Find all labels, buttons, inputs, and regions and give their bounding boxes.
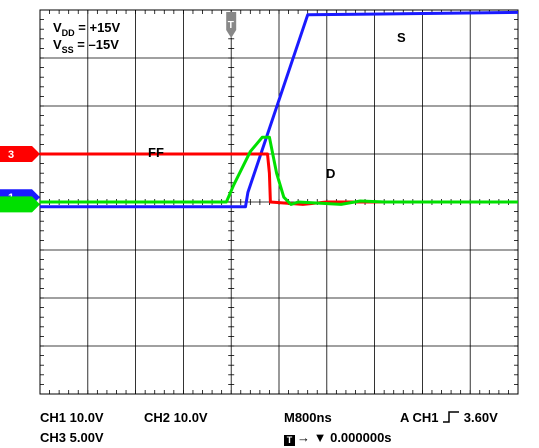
vdd-annotation: VDD = +15V [53, 20, 121, 38]
ch3-scale: CH3 5.00V [40, 430, 104, 445]
rising-edge-icon [442, 411, 460, 423]
series-label-d: D [326, 166, 335, 181]
trigger-position-label: T [228, 20, 234, 31]
series-label-s: S [397, 30, 406, 45]
trigger-icon: T [284, 435, 295, 446]
channel-marker-ch4 [0, 196, 40, 212]
trigger-source: A CH1 3.60V [400, 410, 498, 425]
trigger-level: 3.60V [464, 410, 498, 425]
channel-marker-3 [0, 146, 40, 162]
timebase: M800ns [284, 410, 332, 425]
ch2-scale: CH2 10.0V [144, 410, 208, 425]
series-label-ff: FF [148, 145, 164, 160]
channel-marker-label: 3 [8, 149, 14, 161]
ch1-scale: CH1 10.0V [40, 410, 104, 425]
trigger-position: T → ▼ 0.000000s [284, 430, 392, 446]
trigger-position-value: → ▼ 0.000000s [297, 430, 392, 445]
trigger-channel: A CH1 [400, 410, 439, 425]
vss-annotation: VSS = –15V [53, 37, 119, 55]
